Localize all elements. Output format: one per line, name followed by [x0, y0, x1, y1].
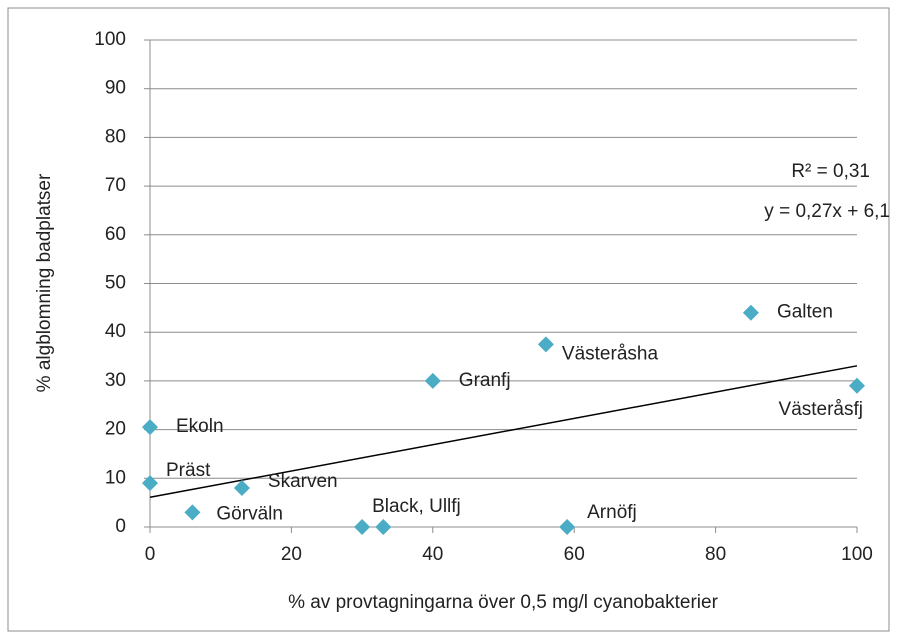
r-squared: R² = 0,31 [791, 161, 870, 182]
data-point [537, 336, 554, 353]
y-tick-label: 90 [105, 78, 126, 99]
data-point [559, 519, 576, 535]
point-label: Västeråsha [562, 343, 659, 364]
y-tick-label: 70 [105, 175, 126, 196]
y-tick-label: 100 [94, 29, 126, 50]
y-tick-label: 10 [105, 467, 126, 488]
point-label: Ekoln [176, 416, 224, 437]
y-tick-label: 50 [105, 273, 126, 294]
trend-equation: y = 0,27x + 6,1 [764, 201, 890, 222]
point-label: Präst [166, 460, 211, 481]
trendline [149, 365, 858, 499]
point-label: Granfj [459, 370, 511, 391]
x-axis-title: % av provtagningarna över 0,5 mg/l cyano… [288, 592, 719, 613]
data-point [184, 504, 201, 521]
y-tick-label: 0 [115, 516, 126, 537]
y-axis-title: % algblomning badplatser [34, 173, 55, 392]
point-label: Västeråsfj [779, 399, 863, 420]
x-tick-label: 0 [145, 544, 156, 565]
x-tick-label: 60 [564, 544, 585, 565]
data-point [354, 519, 371, 535]
chart-frame [7, 7, 890, 632]
data-point [424, 372, 441, 389]
point-label: Skarven [268, 471, 338, 492]
x-tick-label: 40 [422, 544, 443, 565]
data-point [233, 480, 250, 497]
point-label: Galten [777, 302, 833, 323]
x-tick-label: 20 [281, 544, 302, 565]
point-label: Arnöfj [587, 502, 637, 523]
y-tick-label: 60 [105, 224, 126, 245]
data-point [142, 419, 158, 436]
y-tick-label: 40 [105, 321, 126, 342]
x-tick-label: 80 [705, 544, 726, 565]
data-point [742, 304, 759, 321]
point-label: Görväln [216, 503, 283, 524]
x-tick-label: 100 [841, 544, 873, 565]
data-point [849, 377, 865, 394]
data-point [142, 475, 158, 492]
data-point [375, 519, 392, 535]
y-tick-label: 20 [105, 419, 126, 440]
point-label: Black, Ullfj [372, 496, 461, 517]
y-tick-label: 30 [105, 370, 126, 391]
y-tick-label: 80 [105, 126, 126, 147]
